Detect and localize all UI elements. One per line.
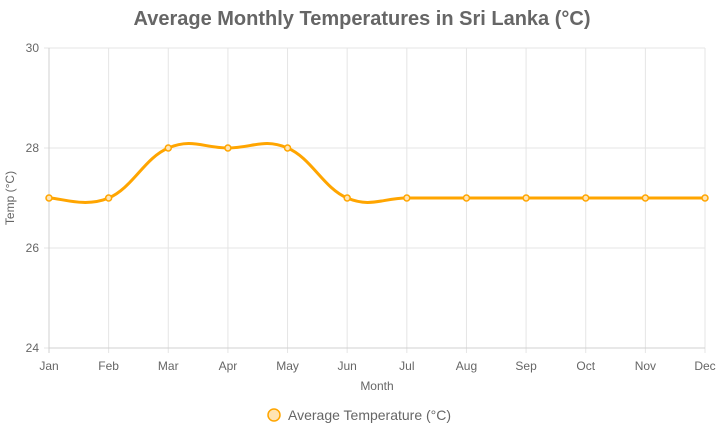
x-tick-label: Jun [338, 359, 357, 373]
legend-label: Average Temperature (°C) [288, 407, 451, 423]
y-axis-title: Temp (°C) [3, 171, 17, 225]
data-point[interactable] [641, 194, 650, 202]
data-point[interactable] [283, 144, 292, 152]
x-axis-title: Month [360, 379, 393, 393]
x-tick-label: Dec [694, 359, 715, 373]
x-tick-label: Jul [399, 359, 414, 373]
x-tick-label: Oct [576, 359, 595, 373]
legend[interactable]: Average Temperature (°C) [267, 407, 451, 423]
y-tick-label: 28 [26, 141, 40, 155]
y-tick-label: 24 [26, 341, 40, 355]
series-line [48, 142, 705, 204]
x-tick-label: May [276, 359, 299, 373]
data-point[interactable] [164, 144, 173, 152]
series-group [45, 142, 709, 204]
chart-title: Average Monthly Temperatures in Sri Lank… [134, 8, 591, 30]
data-point[interactable] [45, 194, 53, 202]
x-tick-label: Aug [456, 359, 477, 373]
x-tick-label: Apr [219, 359, 238, 373]
data-point[interactable] [403, 194, 411, 202]
x-axis-ticks: Jan Feb Mar Apr May Jun Jul Aug Sep Oct Nov Dec [39, 359, 715, 373]
x-tick-label: Feb [98, 359, 119, 373]
y-axis-ticks: 24 26 28 30 [26, 41, 40, 355]
x-tick-label: Mar [158, 359, 179, 373]
data-point[interactable] [701, 194, 709, 202]
data-point[interactable] [462, 194, 471, 202]
data-point[interactable] [522, 194, 530, 202]
x-tick-label: Sep [515, 359, 537, 373]
y-tick-label: 30 [26, 41, 40, 55]
y-tick-label: 26 [26, 241, 40, 255]
x-tick-label: Nov [635, 359, 656, 373]
data-point[interactable] [224, 144, 232, 152]
data-point[interactable] [343, 194, 351, 202]
data-point[interactable] [581, 194, 590, 202]
legend-marker-icon [267, 408, 281, 422]
x-tick-label: Jan [39, 359, 58, 373]
data-point[interactable] [104, 194, 113, 202]
